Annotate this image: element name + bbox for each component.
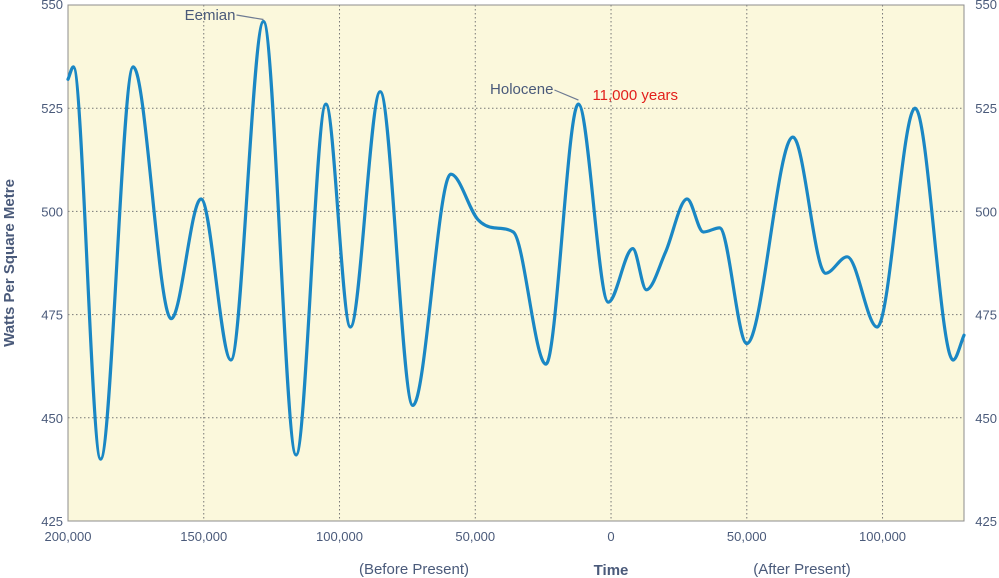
x-tick-4: 0: [607, 529, 614, 544]
y-tick-right-0: 425: [975, 514, 997, 529]
y-tick-labels-left: 425 450 475 500 525 550: [41, 0, 63, 529]
x-tick-3: 50,000: [455, 529, 495, 544]
y-tick-right-4: 525: [975, 101, 997, 116]
x-tick-labels: 200,000 150,000 100,000 50,000 0 50,000 100,00…: [45, 529, 907, 544]
y-tick-left-5: 550: [41, 0, 63, 12]
eemian-annotation: Eemian: [185, 7, 236, 24]
plot-background: [68, 5, 964, 521]
y-tick-left-2: 475: [41, 308, 63, 323]
holocene-years-annotation: 11,000 years: [592, 87, 678, 104]
holocene-leader-line: [554, 89, 579, 101]
gridlines: [68, 5, 964, 521]
y-tick-right-5: 550: [975, 0, 997, 12]
y-tick-right-3: 500: [975, 204, 997, 219]
x-tick-0: 200,000: [45, 529, 92, 544]
y-tick-right-2: 475: [975, 308, 997, 323]
y-tick-left-4: 525: [41, 101, 63, 116]
x-sublabel-after-present: (After Present): [753, 561, 851, 578]
x-sublabel-before-present: (Before Present): [359, 561, 469, 578]
annotations: Eemian Holocene 11,000 years: [185, 7, 678, 104]
holocene-annotation: Holocene: [490, 81, 553, 98]
x-axis-title: Time: [594, 562, 629, 578]
eemian-leader-line: [236, 14, 264, 21]
y-tick-left-1: 450: [41, 411, 63, 426]
x-tick-6: 100,000: [859, 529, 906, 544]
y-tick-labels-right: 425 450 475 500 525 550: [975, 0, 997, 529]
plot-frame: [67, 4, 965, 522]
x-tick-1: 150,000: [180, 529, 227, 544]
y-tick-left-3: 500: [41, 204, 63, 219]
y-axis-title: Watts Per Square Metre: [1, 179, 18, 347]
series-line: [66, 19, 966, 461]
y-tick-right-1: 450: [975, 411, 997, 426]
y-tick-left-0: 425: [41, 514, 63, 529]
x-tick-2: 100,000: [316, 529, 363, 544]
x-tick-5: 50,000: [727, 529, 767, 544]
